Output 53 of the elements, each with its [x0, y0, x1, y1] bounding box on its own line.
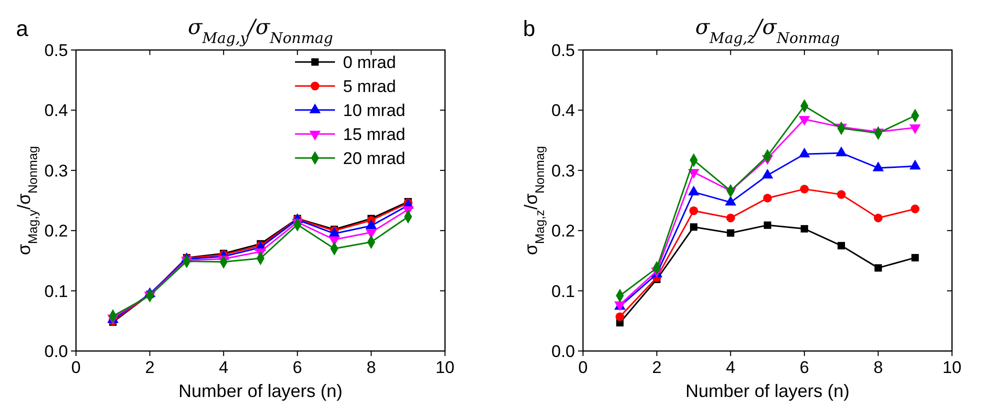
point [800, 225, 808, 232]
y-tick-label: 0.5 [551, 41, 575, 60]
point [798, 116, 810, 126]
point [690, 223, 698, 231]
x-tick-label: 4 [726, 358, 736, 377]
y-tick-label: 0.5 [44, 41, 68, 60]
point [616, 312, 624, 322]
point [910, 204, 920, 214]
point [764, 221, 772, 229]
legend-label: 0 mrad [343, 53, 396, 72]
point [911, 254, 919, 262]
point [689, 206, 698, 216]
point [909, 124, 921, 134]
legend-label: 15 mrad [343, 125, 406, 144]
x-tick-label: 10 [436, 358, 454, 377]
x-axis-title: Number of layers (n) [178, 381, 343, 401]
legend-label: 5 mrad [343, 77, 396, 96]
y-tick-label: 0.1 [44, 282, 68, 301]
y-tick-label: 0.3 [44, 161, 68, 180]
text: a [16, 16, 29, 41]
x-tick-label: 2 [145, 358, 155, 377]
y-tick-label: 0.3 [551, 161, 575, 180]
x-axis-title: Number of layers (n) [685, 381, 850, 401]
x-tick-label: 10 [942, 358, 962, 377]
point [726, 214, 735, 222]
point [800, 184, 809, 194]
x-tick-label: 6 [292, 358, 302, 377]
x-tick-label: 2 [652, 358, 662, 377]
x-tick-label: 8 [366, 358, 376, 377]
y-tick-label: 0.0 [44, 342, 68, 361]
point [874, 264, 882, 272]
point [726, 229, 734, 237]
y-tick-label: 0.2 [44, 222, 68, 241]
point [836, 190, 846, 199]
x-tick-label: 4 [218, 358, 228, 377]
y-tick-label: 0.1 [551, 282, 575, 301]
y-tick-label: 0.2 [551, 222, 575, 241]
point [763, 194, 772, 202]
chart-title: σ$_{Mag,z}$/σ$_{Nonmag}$ [695, 15, 840, 46]
y-tick-label: 0.4 [44, 101, 68, 120]
y-tick-label: 0.0 [551, 342, 575, 361]
x-tick-label: 0 [578, 358, 588, 377]
legend-label: 20 mrad [343, 149, 406, 168]
text: b [523, 16, 536, 41]
point [838, 242, 846, 250]
x-tick-label: 0 [71, 358, 81, 377]
chart-title: σ$_{Mag,y}$/σ$_{Nonmag}$ [188, 15, 334, 46]
y-tick-label: 0.4 [551, 101, 575, 120]
x-tick-label: 6 [800, 358, 810, 377]
point [874, 214, 883, 222]
legend-label: 10 mrad [343, 101, 406, 120]
point [688, 168, 700, 179]
x-tick-label: 8 [873, 358, 883, 377]
